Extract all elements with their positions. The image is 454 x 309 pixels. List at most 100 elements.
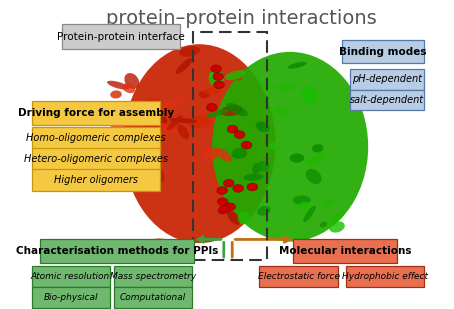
Ellipse shape <box>212 52 368 242</box>
Ellipse shape <box>305 154 326 166</box>
Ellipse shape <box>257 206 271 216</box>
Ellipse shape <box>186 116 211 128</box>
FancyBboxPatch shape <box>293 239 397 263</box>
FancyBboxPatch shape <box>342 40 424 63</box>
FancyBboxPatch shape <box>31 266 109 287</box>
FancyBboxPatch shape <box>31 287 109 308</box>
Ellipse shape <box>140 106 153 117</box>
Ellipse shape <box>243 173 263 181</box>
Ellipse shape <box>167 115 183 130</box>
Ellipse shape <box>312 144 323 152</box>
Ellipse shape <box>228 204 235 210</box>
Text: Atomic resolution: Atomic resolution <box>31 272 110 281</box>
Ellipse shape <box>303 206 316 222</box>
Ellipse shape <box>202 147 221 159</box>
FancyBboxPatch shape <box>31 101 160 125</box>
Ellipse shape <box>234 131 245 138</box>
Ellipse shape <box>233 184 243 192</box>
Ellipse shape <box>231 148 247 159</box>
Ellipse shape <box>262 83 272 88</box>
Text: Characterisation methods for PPIs: Characterisation methods for PPIs <box>16 246 218 256</box>
Ellipse shape <box>124 73 139 89</box>
Ellipse shape <box>225 203 235 211</box>
Ellipse shape <box>145 117 163 131</box>
Ellipse shape <box>219 205 230 213</box>
Ellipse shape <box>295 235 311 251</box>
Ellipse shape <box>269 142 276 150</box>
Text: Computational: Computational <box>120 293 186 302</box>
Ellipse shape <box>123 44 275 243</box>
Ellipse shape <box>157 123 181 133</box>
FancyBboxPatch shape <box>62 24 180 49</box>
Ellipse shape <box>299 201 311 210</box>
Ellipse shape <box>208 70 224 87</box>
FancyBboxPatch shape <box>31 127 160 149</box>
Text: Mass spectrometry: Mass spectrometry <box>110 272 196 281</box>
Ellipse shape <box>226 103 248 116</box>
Ellipse shape <box>274 84 297 90</box>
Ellipse shape <box>114 175 128 184</box>
Ellipse shape <box>293 195 311 205</box>
Text: salt-dependent: salt-dependent <box>350 95 424 105</box>
Ellipse shape <box>217 208 227 215</box>
Ellipse shape <box>232 74 243 81</box>
Ellipse shape <box>275 108 290 115</box>
Text: Protein-protein interface: Protein-protein interface <box>57 32 185 42</box>
Text: Hetero-oligomeric complexes: Hetero-oligomeric complexes <box>24 154 168 164</box>
Ellipse shape <box>137 98 160 113</box>
Ellipse shape <box>123 83 135 93</box>
Ellipse shape <box>213 73 223 80</box>
FancyBboxPatch shape <box>114 287 192 308</box>
Ellipse shape <box>256 161 270 171</box>
Text: Homo-oligomeric complexes: Homo-oligomeric complexes <box>26 133 166 142</box>
Ellipse shape <box>306 169 321 184</box>
Ellipse shape <box>290 153 304 163</box>
Ellipse shape <box>147 239 175 248</box>
Ellipse shape <box>247 183 257 191</box>
FancyBboxPatch shape <box>31 169 160 191</box>
Ellipse shape <box>110 91 122 99</box>
FancyBboxPatch shape <box>350 69 424 90</box>
Ellipse shape <box>331 210 345 223</box>
Ellipse shape <box>223 180 234 187</box>
Ellipse shape <box>178 124 189 139</box>
Ellipse shape <box>227 125 238 133</box>
Ellipse shape <box>301 85 317 104</box>
Ellipse shape <box>179 46 200 57</box>
Ellipse shape <box>211 65 222 73</box>
FancyBboxPatch shape <box>346 266 424 287</box>
Ellipse shape <box>324 199 334 206</box>
Text: Electrostatic force: Electrostatic force <box>257 272 340 281</box>
Ellipse shape <box>225 70 246 80</box>
Text: Binding modes: Binding modes <box>339 47 427 57</box>
Ellipse shape <box>241 141 252 149</box>
Ellipse shape <box>238 211 250 224</box>
Text: pH-dependent: pH-dependent <box>352 74 422 84</box>
Ellipse shape <box>207 104 217 111</box>
FancyBboxPatch shape <box>114 266 192 287</box>
Ellipse shape <box>256 121 270 132</box>
FancyBboxPatch shape <box>40 239 194 263</box>
Text: Bio-physical: Bio-physical <box>43 293 98 302</box>
FancyBboxPatch shape <box>260 266 338 287</box>
Ellipse shape <box>329 221 345 233</box>
Ellipse shape <box>227 210 241 225</box>
Text: protein–protein interactions: protein–protein interactions <box>106 9 377 28</box>
Ellipse shape <box>217 198 228 205</box>
Ellipse shape <box>216 148 232 162</box>
FancyBboxPatch shape <box>350 90 424 110</box>
Ellipse shape <box>204 88 222 95</box>
Ellipse shape <box>288 62 306 69</box>
Text: Higher oligomers: Higher oligomers <box>54 176 138 185</box>
Ellipse shape <box>155 116 167 132</box>
Ellipse shape <box>169 118 197 123</box>
Text: Molecular interactions: Molecular interactions <box>279 246 411 256</box>
Ellipse shape <box>214 81 224 89</box>
Ellipse shape <box>153 165 165 182</box>
Ellipse shape <box>161 98 185 110</box>
Ellipse shape <box>176 58 192 74</box>
Ellipse shape <box>207 109 229 117</box>
Ellipse shape <box>209 72 224 80</box>
Ellipse shape <box>217 187 227 194</box>
Text: Driving force for assembly: Driving force for assembly <box>18 108 174 118</box>
